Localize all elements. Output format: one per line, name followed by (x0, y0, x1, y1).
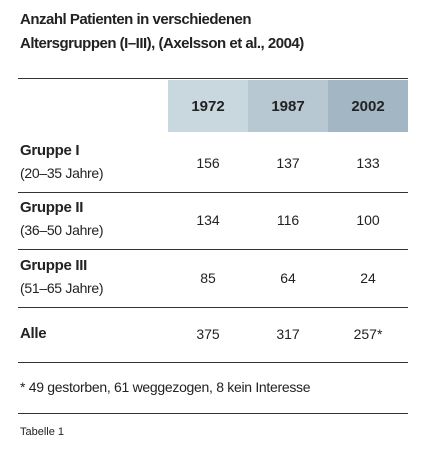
row-sublabel: (51–65 Jahre) (20, 280, 104, 296)
cell-value: 133 (356, 155, 380, 171)
column-header: 2002 (328, 80, 408, 132)
title-line: Altersgruppen (I–III), (Axelsson et al.,… (20, 35, 304, 52)
row-label: Gruppe II (20, 199, 84, 216)
cell-value: 64 (280, 270, 296, 286)
rule (18, 78, 408, 79)
rule (18, 362, 408, 363)
row-sublabel: (20–35 Jahre) (20, 165, 104, 181)
row-sublabel: (36–50 Jahre) (20, 222, 104, 238)
cell-value: 85 (200, 270, 216, 286)
cell-value: 100 (356, 212, 380, 228)
rule (18, 249, 408, 250)
cell-value: 134 (196, 212, 220, 228)
cell-value: 156 (196, 155, 220, 171)
footnote: * 49 gestorben, 61 weggezogen, 8 kein In… (20, 379, 311, 395)
row-label: Gruppe I (20, 142, 80, 159)
column-header: 1972 (168, 80, 248, 132)
title-line: Anzahl Patienten in verschiedenen (20, 11, 252, 28)
rule (18, 413, 408, 414)
cell-value: 24 (360, 270, 376, 286)
cell-value: 257* (353, 326, 383, 342)
cell-value: 116 (276, 212, 300, 228)
row-label: Gruppe III (20, 257, 88, 274)
rule (18, 192, 408, 193)
caption: Tabelle 1 (20, 426, 65, 438)
row-label: Alle (20, 325, 47, 342)
column-header: 1987 (248, 80, 328, 132)
cell-value: 375 (196, 326, 220, 342)
rule (18, 307, 408, 308)
cell-value: 137 (276, 155, 300, 171)
cell-value: 317 (276, 326, 300, 342)
